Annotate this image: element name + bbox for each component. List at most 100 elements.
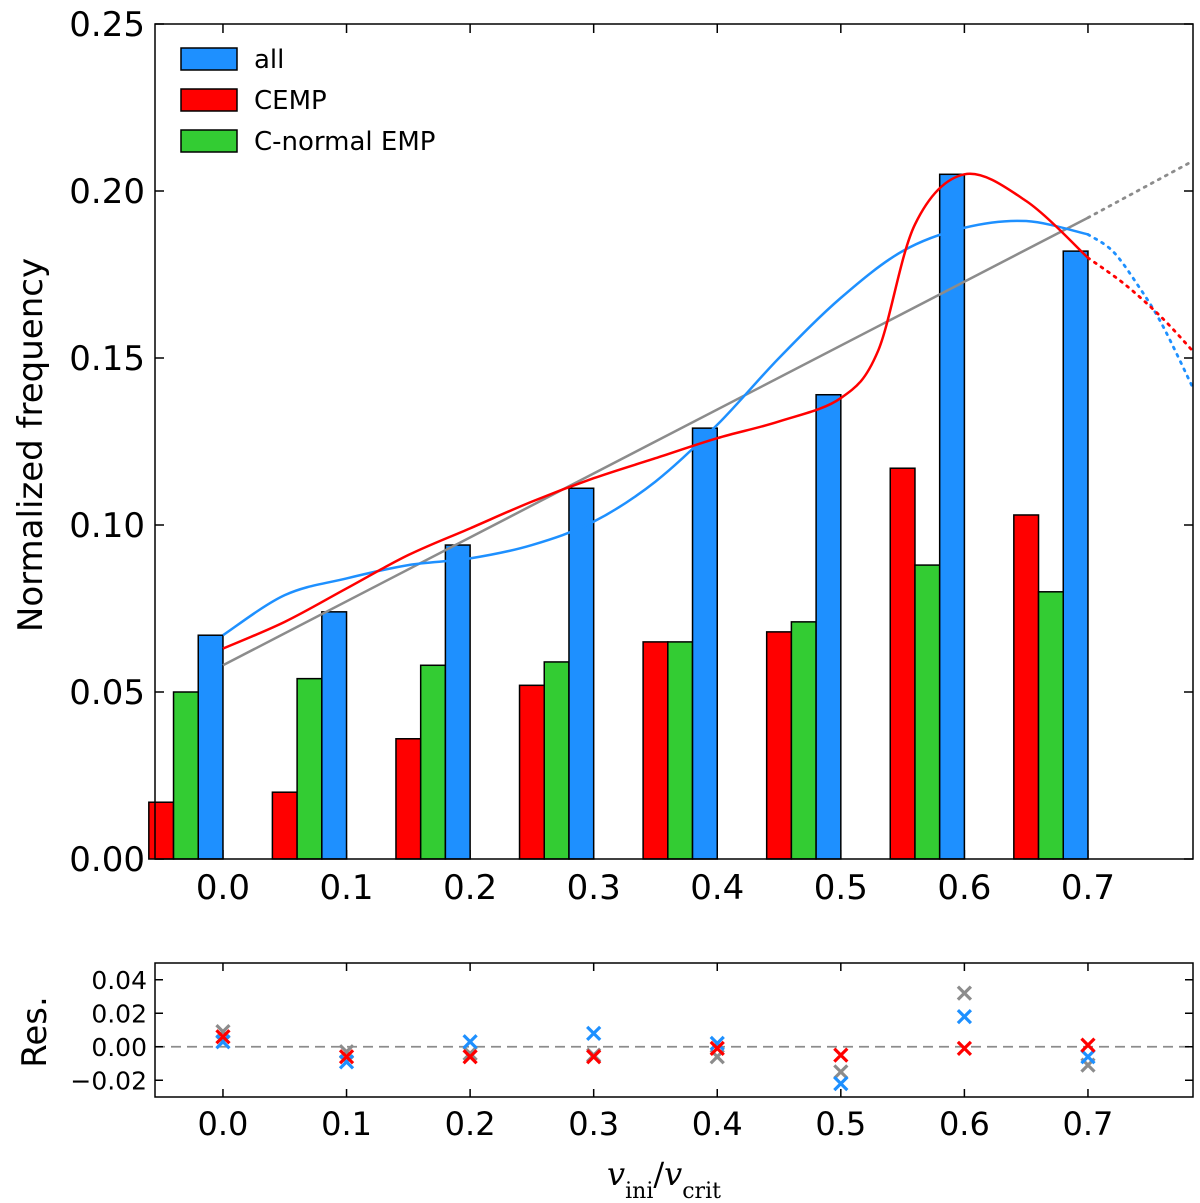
- legend-swatch: [180, 88, 238, 112]
- residual-marker: [338, 1049, 355, 1065]
- x-label-ini: ini: [625, 1179, 653, 1203]
- bar: [642, 641, 669, 860]
- legend-swatch: [180, 129, 238, 153]
- residual-marker: [833, 1075, 849, 1092]
- residual-marker: [215, 1034, 231, 1050]
- all-fit-curve: [222, 219, 1089, 637]
- bar: [148, 801, 175, 860]
- bar: [889, 467, 916, 860]
- y-tick-label: 0.00: [69, 840, 145, 880]
- residual-marker: [215, 1029, 231, 1045]
- residual-marker: [956, 1040, 973, 1057]
- cemp-residuals-markers: [215, 1029, 1096, 1065]
- main-tick-labels: 0.00 0.05 0.10 0.15 0.20 0.25 0.0 0.1 0.2 0.3 0.4 0…: [69, 5, 1115, 908]
- x-tick-label: 0.3: [567, 868, 621, 908]
- residual-points-group: [215, 985, 1096, 1092]
- bar: [395, 738, 422, 860]
- residual-marker: [586, 1025, 602, 1041]
- y-tick-label: 0.15: [69, 339, 145, 379]
- main-plot-frame: [154, 23, 1194, 860]
- legend-label: all: [254, 45, 284, 75]
- cemp-fit-curve: [222, 172, 1089, 650]
- x-axis-label: vini/vcrit: [607, 1155, 721, 1203]
- res-x-tick-label: 0.7: [1063, 1105, 1114, 1143]
- residual-marker: [462, 1049, 478, 1065]
- residual-marker: [956, 1008, 973, 1025]
- residual-marker: [1080, 1037, 1096, 1053]
- res-y-tick-label: 0.00: [91, 1033, 147, 1062]
- legend: all CEMP C-normal EMP: [180, 45, 435, 157]
- bar: [271, 791, 298, 860]
- cemp-fit-extrapolation: [1086, 256, 1195, 353]
- linear-fit-curve: [222, 216, 1089, 667]
- bar: [444, 544, 471, 860]
- bar: [1037, 591, 1065, 860]
- bar: [172, 691, 200, 860]
- x-label-slash: /: [653, 1155, 664, 1193]
- residual-chart-panel: −0.02 0.00 0.02 0.04 0.0 0.1 0.2 0.3 0.4 0.5 0.6 0.…: [15, 962, 1194, 1203]
- y-tick-label: 0.20: [69, 172, 145, 212]
- residual-marker: [709, 1040, 725, 1057]
- bar: [691, 427, 718, 860]
- residual-marker: [833, 1064, 849, 1080]
- bar: [815, 393, 842, 860]
- x-tick-label: 0.1: [319, 868, 373, 908]
- all-residuals-markers: [215, 1008, 1096, 1092]
- residual-marker: [586, 1049, 602, 1065]
- res-x-tick-label: 0.1: [321, 1105, 372, 1143]
- res-x-tick-label: 0.3: [568, 1105, 619, 1143]
- legend-label: C-normal EMP: [254, 127, 435, 157]
- bar-series-cemp: [148, 467, 1040, 860]
- legend-swatch: [180, 47, 238, 71]
- x-tick-label: 0.0: [196, 868, 250, 908]
- y-tick-label: 0.10: [69, 506, 145, 546]
- res-y-tick-label: −0.02: [70, 1066, 147, 1095]
- res-y-tick-label: 0.04: [91, 966, 147, 995]
- linear-fit-extrapolation: [1086, 159, 1195, 220]
- all-fit-extrapolation: [1086, 233, 1195, 390]
- bar: [568, 487, 595, 860]
- bar: [419, 664, 447, 860]
- bar: [296, 677, 323, 860]
- bar: [1013, 514, 1040, 860]
- main-chart-panel: 0.00 0.05 0.10 0.15 0.20 0.25 0.0 0.1 0.2 0.3 0.4 0…: [11, 5, 1195, 908]
- x-tick-label: 0.7: [1061, 868, 1115, 908]
- legend-label: CEMP: [254, 86, 327, 116]
- res-x-tick-label: 0.2: [445, 1105, 496, 1143]
- x-tick-label: 0.6: [937, 868, 991, 908]
- bar: [543, 661, 570, 860]
- bar: [518, 684, 545, 860]
- res-x-tick-label: 0.5: [815, 1105, 866, 1143]
- x-tick-label: 0.4: [690, 868, 744, 908]
- residual-ticks: [155, 963, 1193, 1097]
- res-x-tick-label: 0.6: [939, 1105, 990, 1143]
- bar: [321, 611, 348, 860]
- y-tick-label: 0.05: [69, 673, 145, 713]
- residual-tick-labels: −0.02 0.00 0.02 0.04 0.0 0.1 0.2 0.3 0.4 0.5 0.6 0.…: [70, 966, 1113, 1143]
- x-tick-label: 0.2: [443, 868, 497, 908]
- residual-marker: [462, 1045, 478, 1062]
- res-x-tick-label: 0.0: [198, 1105, 249, 1143]
- y-tick-label: 0.25: [69, 5, 145, 45]
- bar: [197, 634, 224, 860]
- bar: [914, 564, 941, 860]
- x-label-v1: v: [607, 1155, 625, 1193]
- bar: [667, 641, 694, 860]
- bar: [1062, 250, 1089, 860]
- bar: [938, 173, 966, 860]
- residual-marker: [833, 1047, 849, 1063]
- residual-marker: [709, 1035, 725, 1052]
- x-label-crit: crit: [682, 1179, 721, 1203]
- res-y-tick-label: 0.02: [91, 999, 147, 1028]
- y-axis-label: Normalized frequency: [11, 258, 51, 632]
- x-label-v2: v: [664, 1155, 682, 1193]
- residual-marker: [1080, 1049, 1096, 1065]
- residual-marker: [338, 1054, 355, 1070]
- bar: [790, 621, 817, 860]
- bar-series-group: [148, 173, 1089, 860]
- bar: [765, 631, 793, 860]
- residual-marker: [462, 1034, 478, 1050]
- residual-marker: [956, 985, 973, 1001]
- residual-y-axis-label: Res.: [15, 996, 55, 1068]
